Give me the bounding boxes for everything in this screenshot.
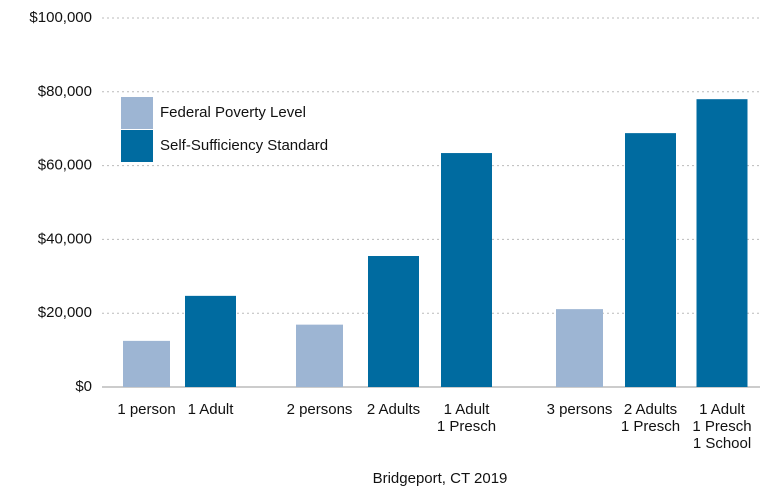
legend-swatch xyxy=(121,130,153,162)
bar xyxy=(296,324,343,387)
x-tick-label: 1 School xyxy=(693,435,751,452)
y-tick-label: $60,000 xyxy=(38,157,92,174)
legend-label: Federal Poverty Level xyxy=(160,104,306,121)
x-tick-label: 2 persons xyxy=(287,401,353,418)
bar xyxy=(123,340,170,387)
x-tick-label: 1 Adult xyxy=(188,401,235,418)
legend-label: Self-Sufficiency Standard xyxy=(160,137,328,154)
bar xyxy=(696,99,748,388)
bar xyxy=(625,133,676,387)
y-tick-label: $100,000 xyxy=(29,9,92,26)
x-tick-label: 2 Adults xyxy=(367,401,420,418)
x-axis-label: Bridgeport, CT 2019 xyxy=(373,470,508,487)
bar xyxy=(368,256,419,387)
x-tick-label: 1 Presch xyxy=(621,418,680,435)
y-tick-label: $80,000 xyxy=(38,83,92,100)
x-tick-label: 1 Presch xyxy=(692,418,751,435)
x-tick-label: 1 Adult xyxy=(699,401,746,418)
y-tick-label: $20,000 xyxy=(38,304,92,321)
x-tick-label: 1 Presch xyxy=(437,418,496,435)
x-tick-label: 1 person xyxy=(117,401,175,418)
x-tick-label: 2 Adults xyxy=(624,401,677,418)
bar xyxy=(441,153,492,387)
x-tick-label: 1 Adult xyxy=(444,401,491,418)
bar xyxy=(185,295,236,387)
x-tick-label: 3 persons xyxy=(547,401,613,418)
bar xyxy=(556,309,603,387)
y-tick-label: $40,000 xyxy=(38,230,92,247)
legend-swatch xyxy=(121,97,153,129)
y-tick-label: $0 xyxy=(75,378,92,395)
